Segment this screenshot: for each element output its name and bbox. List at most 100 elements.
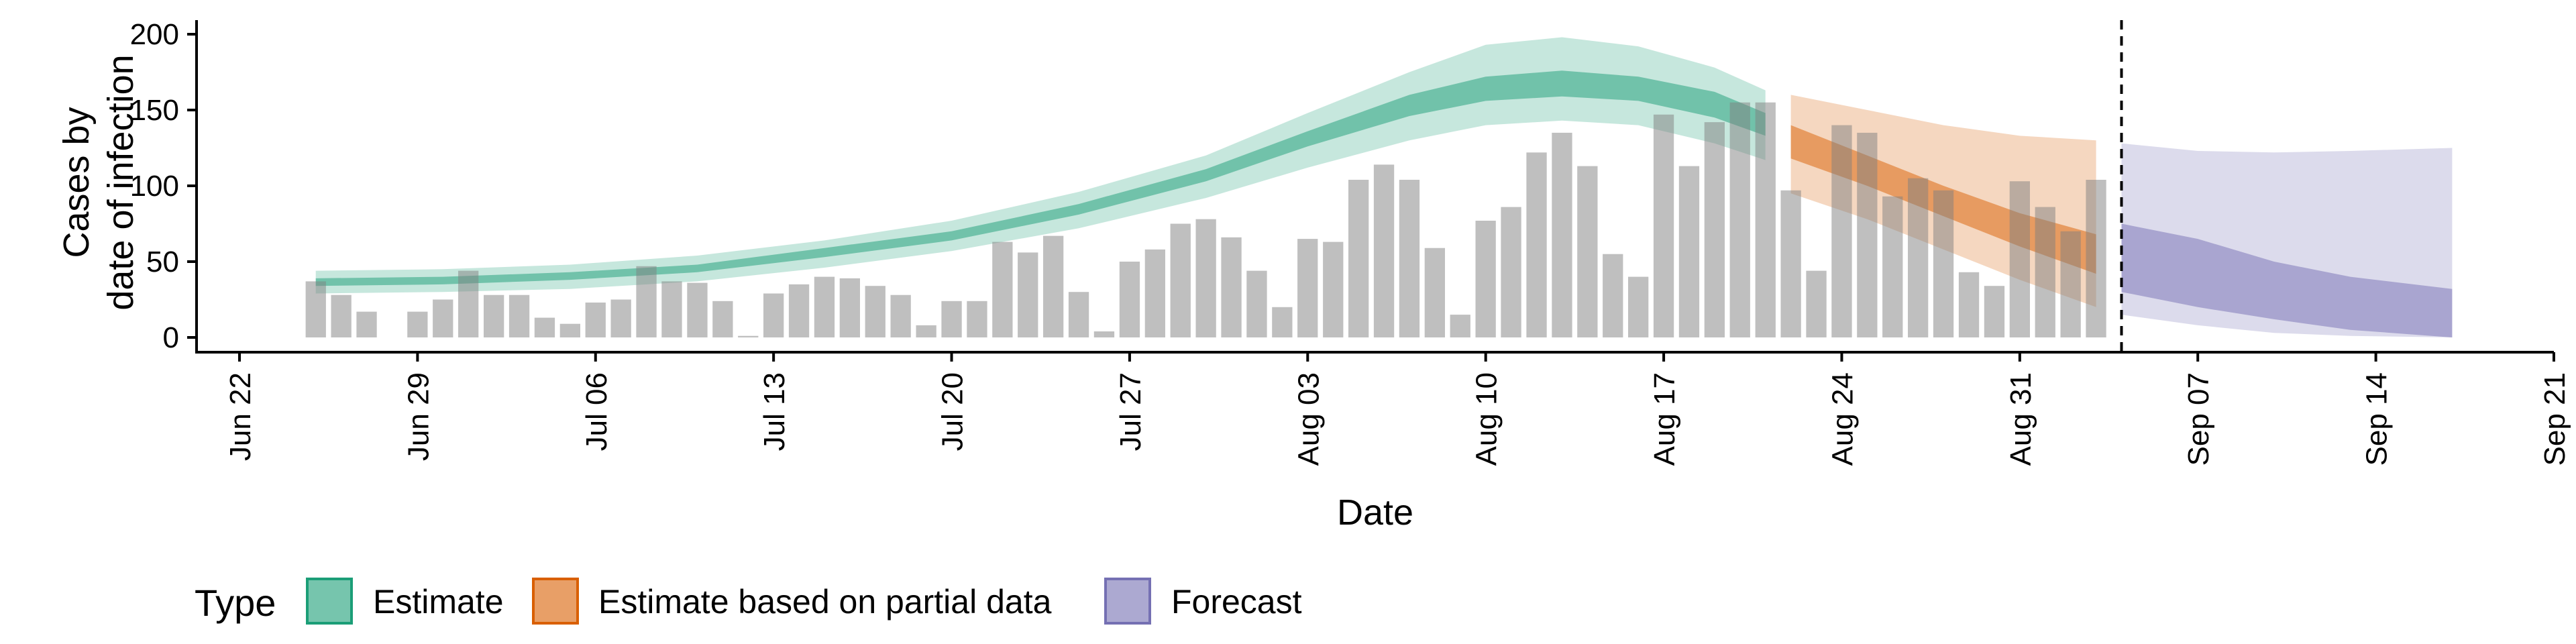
x-tick-label: Aug 31 <box>2004 372 2037 466</box>
case-bar <box>433 299 453 337</box>
case-bar <box>1704 122 1725 337</box>
legend-label-forecast: Forecast <box>1171 583 1302 621</box>
case-bar <box>1373 164 1395 337</box>
case-bar <box>1018 252 1038 337</box>
y-axis-title-line-1: Cases by <box>56 107 97 258</box>
legend-key-forecast <box>1104 578 1151 625</box>
case-bar <box>1857 132 1878 337</box>
case-bar <box>356 311 377 337</box>
x-tick-label: Jul 20 <box>936 372 969 451</box>
case-bar <box>1144 249 1165 337</box>
case-bar <box>1806 270 1827 337</box>
y-tick-label: 150 <box>130 94 179 127</box>
case-bar <box>1501 207 1521 337</box>
case-bar <box>916 325 936 337</box>
case-bar <box>508 294 530 337</box>
case-bar <box>1297 239 1318 337</box>
case-bar <box>1043 235 1064 337</box>
y-axis-title-line-2: date of infection <box>101 54 141 310</box>
case-bar <box>1475 221 1496 337</box>
case-bar <box>763 293 784 337</box>
case-bar <box>1170 223 1191 337</box>
case-bar <box>1424 248 1445 337</box>
case-bar <box>1780 190 1801 337</box>
case-bar <box>636 266 657 337</box>
case-bar <box>610 299 631 337</box>
case-bar <box>1577 166 1598 337</box>
x-tick-label: Sep 07 <box>2182 372 2215 466</box>
x-tick-label: Sep 14 <box>2361 372 2394 466</box>
case-bar <box>331 294 352 337</box>
x-tick-label: Jun 29 <box>402 372 435 461</box>
case-bar <box>1603 254 1623 337</box>
x-tick-label: Jul 27 <box>1114 372 1147 451</box>
case-bar <box>967 301 987 337</box>
case-bar <box>865 286 885 337</box>
case-bar <box>458 270 479 337</box>
case-bar <box>1093 331 1115 337</box>
case-bar <box>1272 307 1293 337</box>
case-bar <box>2035 207 2055 337</box>
case-bar <box>1221 237 1242 337</box>
y-tick-label: 100 <box>130 170 179 203</box>
y-ticks: 0 50 100 150 200 <box>130 18 197 354</box>
band-inner-estimate <box>315 70 1766 286</box>
case-bar <box>407 311 428 337</box>
x-tick-label: Aug 17 <box>1648 372 1681 466</box>
case-bar <box>661 281 682 337</box>
case-bar <box>941 301 962 337</box>
case-bar <box>788 284 810 337</box>
case-bar <box>1399 180 1420 337</box>
case-bar <box>1526 152 1547 338</box>
case-bar <box>839 278 860 337</box>
case-bar <box>2086 180 2106 337</box>
case-bar <box>1678 166 1700 337</box>
case-bar <box>1882 196 1903 337</box>
case-bar <box>814 276 835 337</box>
legend-key-estimate <box>306 578 353 625</box>
y-axis-title: Cases by date of infection <box>56 54 141 310</box>
x-tick-label: Jul 13 <box>758 372 791 451</box>
case-bars <box>305 102 2106 338</box>
x-tick-label: Aug 10 <box>1470 372 1503 466</box>
y-tick-label: 50 <box>146 246 179 278</box>
case-bar <box>1729 102 1750 337</box>
legend-key-partial <box>532 578 579 625</box>
legend-label-partial: Estimate based on partial data <box>598 583 1052 621</box>
x-tick-label: Jul 06 <box>580 372 613 451</box>
legend: Type Estimate Estimate based on partial … <box>195 578 1302 625</box>
case-bar <box>738 335 759 337</box>
case-bar <box>484 294 504 337</box>
y-tick-label: 200 <box>130 18 179 51</box>
case-bar <box>305 281 326 337</box>
case-bar <box>1323 241 1344 337</box>
legend-label-estimate: Estimate <box>373 583 504 621</box>
case-bar <box>1984 286 2005 337</box>
case-bar <box>585 303 606 337</box>
x-axis-title: Date <box>1337 492 1413 533</box>
legend-title: Type <box>195 582 276 624</box>
case-bar <box>1628 276 1649 337</box>
case-bar <box>1831 125 1852 337</box>
case-bar <box>534 317 555 337</box>
band-inner-forecast <box>2121 223 2453 337</box>
case-bar <box>890 294 911 337</box>
y-tick-label: 0 <box>163 321 179 354</box>
x-tick-label: Jun 22 <box>224 372 257 461</box>
case-bar <box>1246 270 1267 337</box>
case-bar <box>1119 262 1140 337</box>
x-tick-label: Aug 03 <box>1292 372 1325 466</box>
case-bar <box>1348 180 1369 337</box>
case-bar <box>712 301 733 337</box>
case-bar <box>559 323 580 337</box>
case-bar <box>1958 272 1980 337</box>
case-bar <box>1653 114 1674 338</box>
case-bar <box>2060 231 2081 337</box>
case-bar <box>992 241 1013 337</box>
case-bar <box>1068 292 1089 337</box>
case-bar <box>1755 102 1776 337</box>
x-tick-label: Aug 24 <box>1827 372 1860 466</box>
case-bar <box>1552 132 1572 337</box>
case-bar <box>1195 219 1216 337</box>
